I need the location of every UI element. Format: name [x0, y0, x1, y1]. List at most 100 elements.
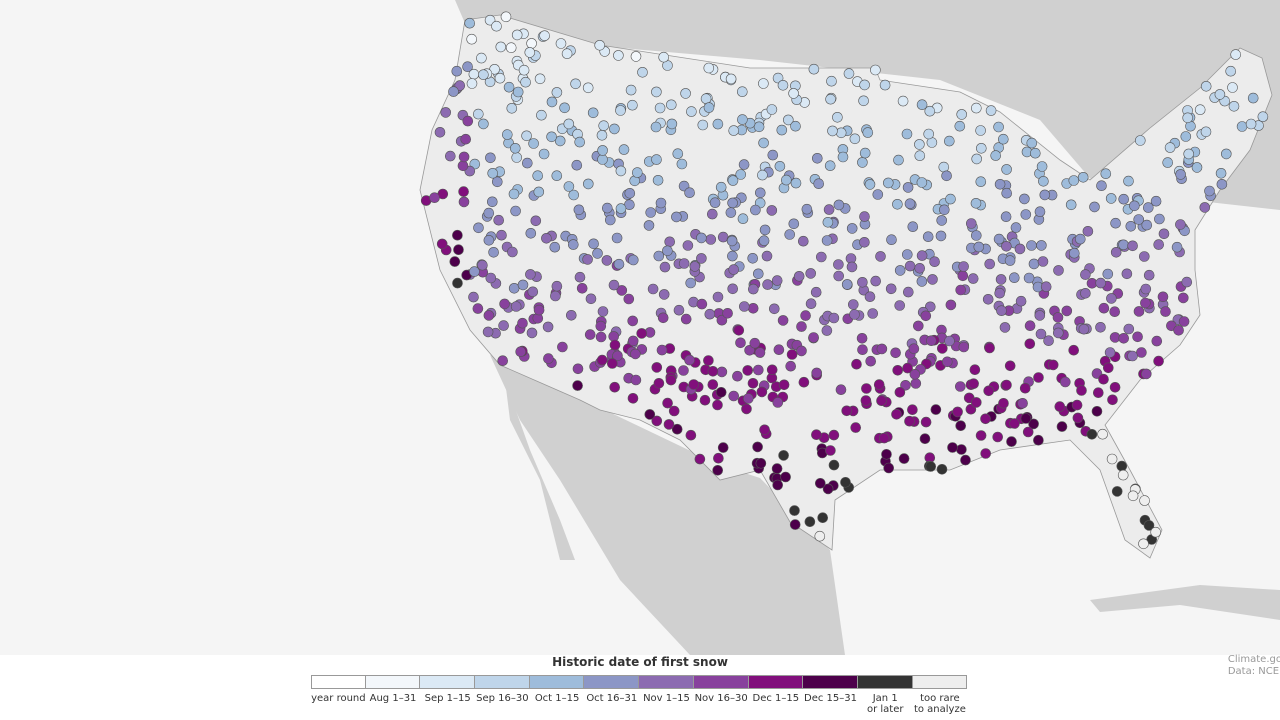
station-dot [797, 235, 809, 247]
station-dot [609, 123, 620, 135]
station-dot [835, 127, 847, 139]
station-dot [713, 452, 724, 464]
station-dot [864, 291, 876, 303]
station-dot [886, 234, 897, 245]
station-dot [833, 270, 845, 282]
station-dot [696, 253, 707, 264]
legend-swatch [475, 675, 530, 689]
station-dot [728, 264, 740, 275]
station-dot [733, 324, 745, 336]
station-dot [876, 395, 887, 407]
station-dot [814, 477, 826, 489]
legend-item: Aug 1–31 [365, 675, 421, 715]
station-dot [505, 42, 517, 54]
station-dot [627, 392, 639, 404]
station-dot [493, 214, 505, 226]
station-dot [960, 454, 971, 466]
station-dot [912, 320, 924, 332]
station-dot [453, 244, 464, 255]
station-dot [817, 512, 829, 524]
station-dot [737, 213, 749, 224]
station-dot [998, 397, 1009, 409]
station-dot [1006, 436, 1017, 447]
station-dot [910, 378, 922, 389]
station-dot [827, 125, 838, 137]
station-dot [689, 261, 701, 272]
station-dot [1116, 460, 1128, 472]
station-dot [975, 143, 987, 154]
station-dot [440, 107, 452, 118]
station-dot [776, 124, 788, 136]
station-dot [510, 205, 521, 217]
station-dot [1102, 268, 1114, 280]
station-dot [704, 308, 716, 320]
station-dot [1076, 385, 1087, 396]
station-dot [436, 238, 448, 250]
station-dot [824, 160, 836, 171]
station-dot [1200, 126, 1212, 138]
station-dot [865, 355, 877, 367]
station-dot [909, 368, 921, 380]
station-dot [458, 151, 470, 163]
station-dot [859, 237, 870, 248]
station-dot [1054, 401, 1066, 412]
station-dot [1015, 295, 1027, 307]
station-dot [747, 252, 759, 264]
station-dot [608, 279, 620, 291]
station-dot [616, 285, 628, 296]
station-dot [798, 376, 810, 388]
station-dot [894, 300, 906, 311]
station-dot [753, 121, 765, 133]
legend-swatch [857, 675, 913, 689]
station-dot [800, 310, 811, 321]
station-dot [833, 199, 845, 211]
station-dot [916, 99, 928, 110]
station-dot [1104, 347, 1116, 358]
station-dot [1028, 418, 1039, 430]
station-dot [1072, 412, 1084, 424]
station-dot [1020, 413, 1032, 424]
station-dot [847, 299, 859, 310]
station-dot [916, 276, 928, 287]
station-dot [472, 303, 484, 314]
station-dot [727, 175, 739, 186]
station-dot [1141, 368, 1152, 380]
legend-label: Aug 1–31 [369, 693, 417, 704]
station-dot [1178, 292, 1189, 304]
station-dot [500, 11, 512, 23]
station-dot [536, 109, 547, 121]
station-dot [941, 170, 952, 182]
station-dot [671, 423, 683, 435]
legend: year round Aug 1–31 Sep 1–15 Sep 16–30 Oct 1… [311, 675, 968, 715]
station-dot [613, 50, 624, 61]
station-dot [615, 105, 626, 116]
station-dot [655, 197, 667, 209]
station-dot [1110, 247, 1122, 258]
station-dot [554, 135, 566, 147]
station-dot [685, 429, 697, 441]
station-dot [567, 239, 579, 250]
station-dot [1162, 157, 1173, 168]
station-dot [777, 80, 789, 91]
station-dot [573, 204, 585, 216]
station-dot [707, 379, 719, 390]
station-dot [473, 222, 484, 234]
station-dot [627, 254, 639, 266]
station-dot [483, 310, 495, 321]
station-dot [1093, 387, 1104, 399]
station-dot [1001, 241, 1012, 252]
station-dot [1056, 421, 1068, 432]
station-dot [841, 279, 853, 290]
station-dot [825, 445, 836, 456]
station-dot [1034, 310, 1046, 321]
station-dot [684, 354, 695, 366]
credit: Data: NCEI [1227, 666, 1280, 677]
station-dot [707, 365, 719, 377]
station-dot [1000, 211, 1012, 222]
station-dot [849, 133, 861, 145]
legend-swatch [693, 675, 749, 689]
station-dot [969, 364, 981, 376]
legend-label: year round [311, 693, 366, 704]
station-dot [796, 345, 807, 357]
station-dot [595, 331, 607, 343]
